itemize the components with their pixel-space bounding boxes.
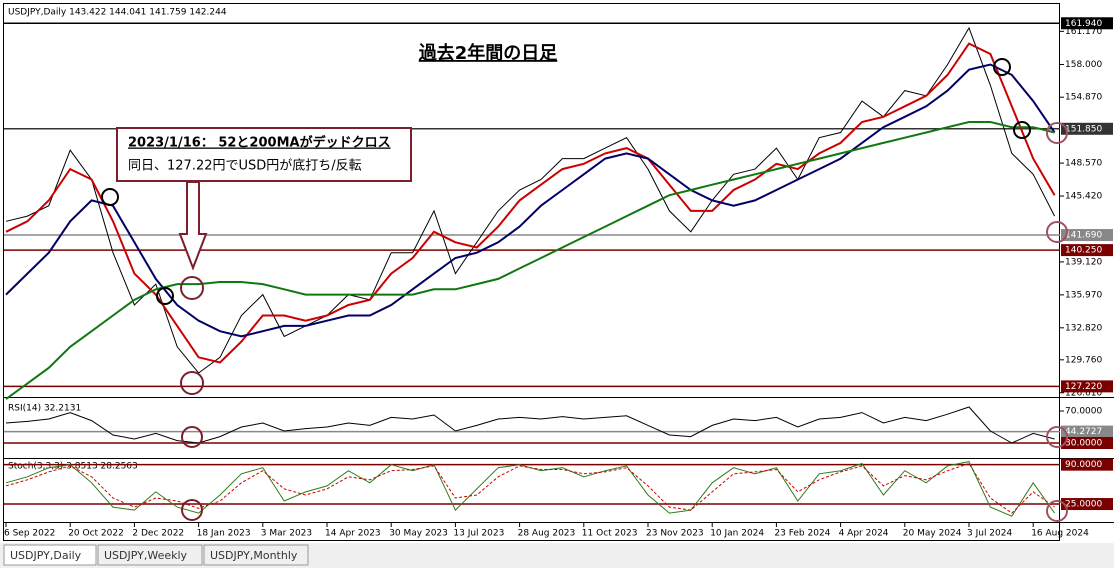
level-label-box bbox=[1061, 380, 1113, 393]
y-tick-label: 129.760 bbox=[1065, 355, 1102, 365]
y-tick-label: 126.610 bbox=[1065, 388, 1102, 398]
series-line bbox=[5, 42, 1056, 364]
level-label-box bbox=[1061, 458, 1113, 471]
y-tick-label: 154.870 bbox=[1065, 93, 1102, 103]
x-tick-label: 3 Jul 2024 bbox=[967, 529, 1012, 539]
x-tick-label: 13 Jul 2023 bbox=[453, 529, 504, 539]
x-tick-label: 11 Oct 2023 bbox=[582, 529, 638, 539]
level-label: 140.250 bbox=[1065, 246, 1102, 256]
x-tick-label: 23 Feb 2024 bbox=[774, 529, 830, 539]
x-tick-label: 18 Jan 2023 bbox=[197, 529, 251, 539]
tab[interactable] bbox=[3, 544, 97, 566]
level-label: 25.0000 bbox=[1065, 500, 1102, 510]
highlight-circles bbox=[101, 58, 1068, 522]
y-tick-label: 70.0000 bbox=[1065, 407, 1102, 417]
level-label-box bbox=[1061, 498, 1113, 511]
x-tick-label: 16 Aug 2024 bbox=[1031, 529, 1089, 539]
x-tick-label: 30 May 2023 bbox=[389, 529, 448, 539]
x-tick-label: 3 Mar 2023 bbox=[261, 529, 312, 539]
rsi-label: RSI(14) 32.2131 bbox=[8, 404, 81, 414]
series-line bbox=[5, 26, 1056, 374]
y-tick-label: 161.170 bbox=[1065, 27, 1102, 37]
chart-title: 過去2年間の日足 bbox=[419, 42, 558, 64]
level-label-box bbox=[1061, 229, 1113, 242]
x-tick-label: 23 Nov 2023 bbox=[646, 529, 704, 539]
annotation-arrow bbox=[178, 181, 208, 271]
y-tick-label: 132.820 bbox=[1065, 323, 1102, 333]
x-tick-label: 10 Jan 2024 bbox=[710, 529, 764, 539]
y-tick-label: 158.000 bbox=[1065, 60, 1102, 70]
tab-label[interactable]: USDJPY,Monthly bbox=[210, 549, 298, 562]
x-tick-label: 6 Sep 2022 bbox=[4, 529, 55, 539]
y-tick-label: 135.970 bbox=[1065, 290, 1102, 300]
level-label: 44.2727 bbox=[1065, 427, 1102, 437]
series-line bbox=[5, 406, 1055, 444]
level-label-box bbox=[1061, 425, 1113, 438]
level-label: 30.0000 bbox=[1065, 439, 1102, 449]
y-tick-label: 148.570 bbox=[1065, 159, 1102, 169]
symbol-header: USDJPY,Daily 143.422 144.041 141.759 142… bbox=[8, 8, 227, 18]
y-tick-label: 145.420 bbox=[1065, 192, 1102, 202]
level-label: 127.220 bbox=[1065, 382, 1102, 392]
level-label: 161.940 bbox=[1065, 19, 1102, 29]
tab[interactable] bbox=[97, 544, 203, 566]
x-tick-label: 4 Apr 2024 bbox=[839, 529, 889, 539]
series-line bbox=[5, 63, 1056, 338]
tab-label[interactable]: USDJPY,Weekly bbox=[104, 549, 188, 562]
annotation-line: 同日、127.22円でUSD円が底打ち/反転 bbox=[128, 158, 362, 174]
y-tick-label: 139.120 bbox=[1065, 257, 1102, 267]
x-tick-label: 28 Aug 2023 bbox=[518, 529, 576, 539]
level-label-box bbox=[1061, 244, 1113, 257]
level-label: 141.690 bbox=[1065, 231, 1102, 241]
level-label-box bbox=[1061, 437, 1113, 449]
x-tick-label: 2 Dec 2022 bbox=[132, 529, 184, 539]
annotation-box bbox=[116, 127, 412, 182]
x-tick-label: 20 May 2024 bbox=[903, 529, 962, 539]
level-label-box bbox=[1061, 17, 1113, 30]
tab-label[interactable]: USDJPY,Daily bbox=[10, 549, 82, 562]
tab[interactable] bbox=[203, 544, 309, 566]
x-tick-label: 14 Apr 2023 bbox=[325, 529, 381, 539]
x-tick-label: 20 Oct 2022 bbox=[68, 529, 124, 539]
level-label-box bbox=[1061, 122, 1113, 135]
series-line bbox=[5, 462, 1055, 514]
level-label: 151.850 bbox=[1065, 124, 1102, 134]
annotation-line: 2023/1/16： 52と200MAがデッドクロス bbox=[128, 135, 391, 151]
level-label: 90.0000 bbox=[1065, 460, 1102, 470]
